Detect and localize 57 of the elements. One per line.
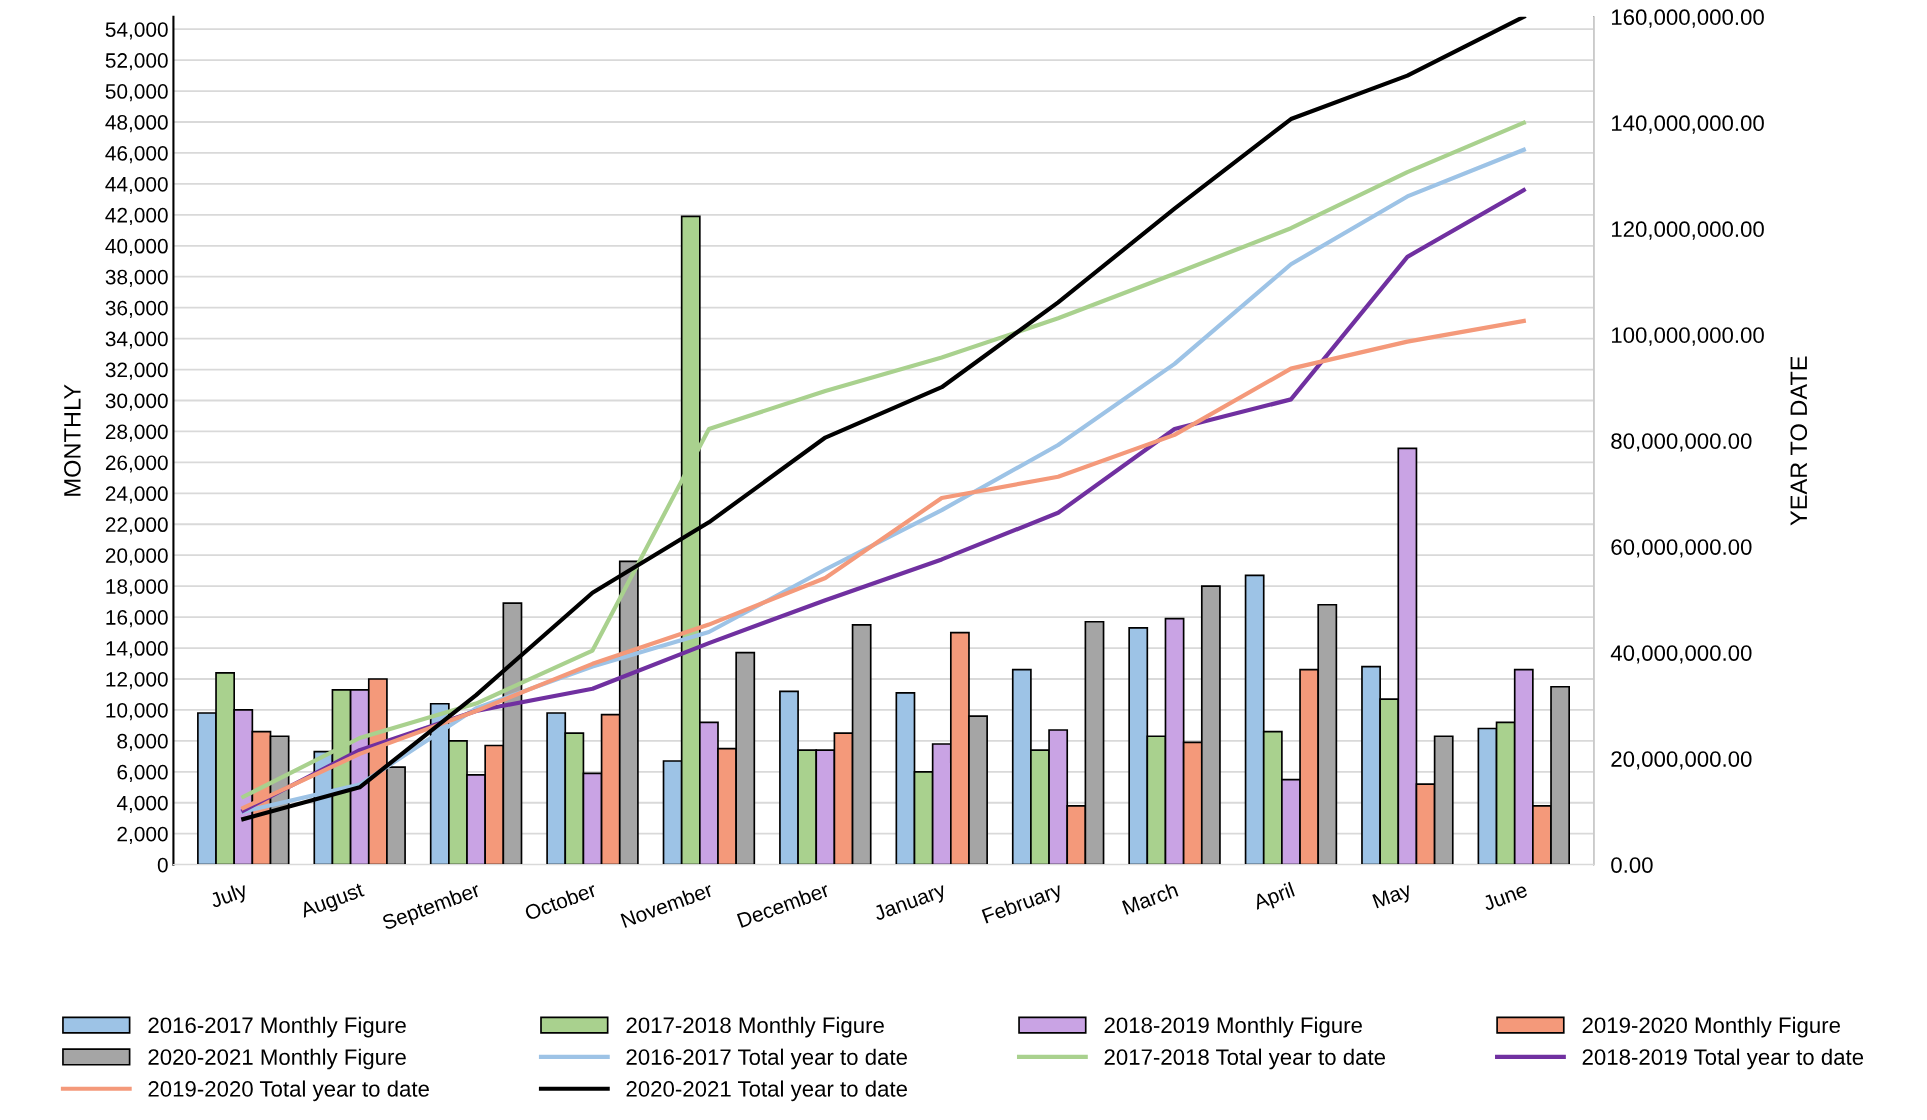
y2-tick-label: 0.00 xyxy=(1611,857,1653,873)
y2-tick-label: 60,000,000.00 xyxy=(1611,539,1752,558)
y-tick-label: 2,000 xyxy=(117,826,168,844)
y-tick-label: 4,000 xyxy=(116,795,168,813)
legend-label: 2016-2017 Monthly Figure xyxy=(148,1016,406,1038)
legend-label: 2018-2019 Total year to date xyxy=(1582,1048,1864,1070)
y-tick-label: 12,000 xyxy=(106,671,168,690)
x-tick-label: May xyxy=(1372,882,1414,913)
y-tick-label: 30,000 xyxy=(105,393,168,411)
legend-label: 2017-2018 Total year to date xyxy=(1104,1048,1386,1070)
y-tick-label: 14,000 xyxy=(106,641,168,659)
y-tick-label: 18,000 xyxy=(106,579,168,597)
legend-label: 2020-2021 Total year to date xyxy=(626,1080,907,1102)
y-tick-label: 22,000 xyxy=(105,517,168,535)
y2-tick-label: 40,000,000.00 xyxy=(1610,645,1752,664)
y-tick-label: 36,000 xyxy=(105,300,168,318)
y-tick-label: 6,000 xyxy=(117,764,168,783)
y-tick-label: 54,000 xyxy=(105,22,168,40)
x-tick-label: June xyxy=(1481,882,1529,912)
y-tick-label: 38,000 xyxy=(105,269,168,287)
legend-label: 2017-2018 Monthly Figure xyxy=(626,1016,884,1038)
y-tick-label: 44,000 xyxy=(105,176,168,195)
y-tick-label: 50,000 xyxy=(105,84,168,102)
legend-label: 2019-2020 Monthly Figure xyxy=(1582,1016,1840,1038)
y-tick-label: 34,000 xyxy=(105,331,168,349)
y-tick-label: 10,000 xyxy=(106,702,168,721)
y-tick-label: 46,000 xyxy=(105,145,168,164)
y-tick-label: 26,000 xyxy=(105,455,168,473)
y-tick-label: 52,000 xyxy=(105,53,168,71)
y-tick-label: 48,000 xyxy=(105,115,168,133)
x-tick-label: August xyxy=(299,882,367,922)
y-tick-label: 28,000 xyxy=(105,424,168,442)
x-tick-label: March xyxy=(1121,881,1179,915)
y2-tick-label: 160,000,000.00 xyxy=(1611,9,1764,28)
y2-tick-label: 20,000,000.00 xyxy=(1611,751,1752,770)
y-tick-label: 8,000 xyxy=(117,733,168,752)
x-tick-label: October xyxy=(523,881,598,921)
x-tick-label: January xyxy=(872,882,949,925)
y-tick-label: 24,000 xyxy=(105,486,168,504)
y-tick-label: 42,000 xyxy=(105,207,168,226)
y2-tick-label: 100,000,000.00 xyxy=(1611,327,1764,346)
y2-tick-label: 140,000,000.00 xyxy=(1611,115,1764,134)
y-tick-label: 16,000 xyxy=(106,610,168,628)
x-tick-label: July xyxy=(208,881,250,913)
y-axis-title: MONTHLY xyxy=(64,384,81,496)
legend-label: 2016-2017 Total year to date xyxy=(626,1048,907,1070)
legend-label: 2020-2021 Monthly Figure xyxy=(148,1048,406,1070)
y2-tick-label: 80,000,000.00 xyxy=(1611,433,1752,452)
y-tick-label: 40,000 xyxy=(105,238,168,256)
legend-label: 2018-2019 Monthly Figure xyxy=(1104,1016,1362,1038)
y2-axis-title: YEAR TO DATE xyxy=(1790,356,1808,526)
y-tick-label: 32,000 xyxy=(105,362,168,380)
y-tick-label: 20,000 xyxy=(105,548,168,566)
y2-tick-label: 120,000,000.00 xyxy=(1611,221,1764,240)
y-tick-label: 0 xyxy=(157,857,168,873)
x-tick-label: April xyxy=(1251,881,1297,914)
legend-label: 2019-2020 Total year to date xyxy=(148,1080,429,1102)
